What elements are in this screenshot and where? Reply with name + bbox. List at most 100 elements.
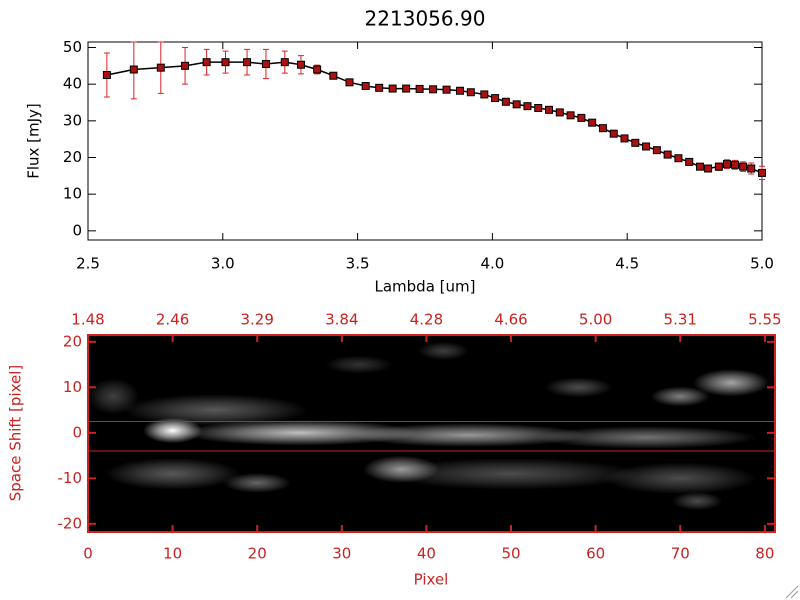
marker xyxy=(466,88,475,97)
marker xyxy=(202,58,211,67)
marker xyxy=(156,63,165,72)
x-tick-label: 70 xyxy=(671,545,690,563)
x2-tick-label: 4.66 xyxy=(494,311,527,329)
marker xyxy=(129,65,138,74)
marker xyxy=(631,138,640,147)
marker xyxy=(512,100,521,109)
y-tick-label: 20 xyxy=(63,332,82,350)
marker xyxy=(456,86,465,95)
x-tick-label: 20 xyxy=(248,545,267,563)
x-tick-label: 2.5 xyxy=(76,255,100,273)
y-tick-label: 40 xyxy=(63,75,82,93)
y-tick-label: 30 xyxy=(63,111,82,129)
marker xyxy=(402,84,411,93)
marker xyxy=(501,97,510,106)
marker xyxy=(375,83,384,92)
marker xyxy=(329,71,338,80)
emission-blob xyxy=(384,457,638,490)
y-tick-label: 10 xyxy=(63,185,82,203)
image xyxy=(88,341,770,511)
marker xyxy=(739,162,748,171)
x2-tick-label: 2.46 xyxy=(156,311,189,329)
marker xyxy=(609,129,618,138)
plot-frame xyxy=(87,41,763,241)
marker xyxy=(388,84,397,93)
x2-tick-label: 5.31 xyxy=(664,311,697,329)
x-tick-label: 10 xyxy=(163,545,182,563)
y-tick-label: 0 xyxy=(72,423,82,441)
marker xyxy=(442,85,451,94)
marker xyxy=(598,124,607,133)
marker xyxy=(663,150,672,159)
marker xyxy=(545,105,554,114)
x-tick-label: 50 xyxy=(501,545,520,563)
chart-title: 2213056.90 xyxy=(365,7,486,31)
marker xyxy=(685,157,694,166)
marker xyxy=(642,142,651,151)
marker xyxy=(261,60,270,68)
marker xyxy=(652,146,661,155)
x2-tick-label: 3.84 xyxy=(325,311,358,329)
emission-blob xyxy=(324,355,393,374)
emission-blob xyxy=(650,386,710,407)
y-tick-label: 20 xyxy=(63,148,82,166)
emission-blob xyxy=(88,378,139,415)
marker xyxy=(361,82,370,90)
x2-tick-label: 1.48 xyxy=(71,311,104,329)
marker xyxy=(491,94,500,103)
y-tick-label: 0 xyxy=(72,221,82,239)
marker xyxy=(747,164,756,173)
x-tick-label: 0 xyxy=(83,545,93,563)
x-tick-label: 40 xyxy=(417,545,436,563)
resize-grip xyxy=(785,585,799,599)
marker xyxy=(758,168,766,177)
marker xyxy=(695,162,704,171)
marker xyxy=(722,160,731,169)
marker xyxy=(429,85,438,94)
x2-tick-label: 5.00 xyxy=(579,311,612,329)
marker xyxy=(523,102,532,111)
emission-blob xyxy=(417,341,469,361)
x-tick-label: 60 xyxy=(586,545,605,563)
marker xyxy=(296,60,305,69)
y-tick-label: 50 xyxy=(63,38,82,56)
marker xyxy=(181,61,190,70)
y-axis-label: Space Shift [pixel] xyxy=(7,365,25,502)
emission-blob xyxy=(671,491,723,511)
marker xyxy=(313,65,322,74)
emission-blob xyxy=(121,394,308,426)
marker xyxy=(534,104,543,112)
x-tick-label: 3.0 xyxy=(211,255,235,273)
marker xyxy=(674,154,683,163)
y-tick-label: 10 xyxy=(63,378,82,396)
marker xyxy=(280,58,289,67)
x2-tick-label: 3.29 xyxy=(241,311,274,329)
marker xyxy=(345,78,354,87)
x-axis-label: Pixel xyxy=(414,571,449,589)
x2-tick-label: 5.55 xyxy=(748,311,781,329)
marker xyxy=(731,160,740,169)
marker xyxy=(620,134,629,143)
marker xyxy=(555,108,564,117)
x2-tick-label: 4.28 xyxy=(410,311,443,329)
y-axis-label: Flux [mJy] xyxy=(25,103,43,179)
emission-blob xyxy=(223,472,292,493)
marker xyxy=(102,71,111,79)
marker xyxy=(577,113,586,122)
emission-blob xyxy=(544,377,613,398)
emission-blob xyxy=(604,462,757,495)
marker xyxy=(480,90,489,99)
marker xyxy=(704,164,713,173)
emission-blob xyxy=(692,369,770,397)
emission-blob xyxy=(350,423,588,447)
marker xyxy=(243,58,252,67)
marker xyxy=(415,84,424,93)
emission-blob xyxy=(104,457,241,490)
x-tick-label: 30 xyxy=(332,545,351,563)
marker xyxy=(221,58,230,67)
x-tick-label: 5.0 xyxy=(750,255,774,273)
x-tick-label: 80 xyxy=(755,545,774,563)
y-tick-label: -20 xyxy=(58,514,83,532)
x-axis-label: Lambda [um] xyxy=(375,278,476,296)
